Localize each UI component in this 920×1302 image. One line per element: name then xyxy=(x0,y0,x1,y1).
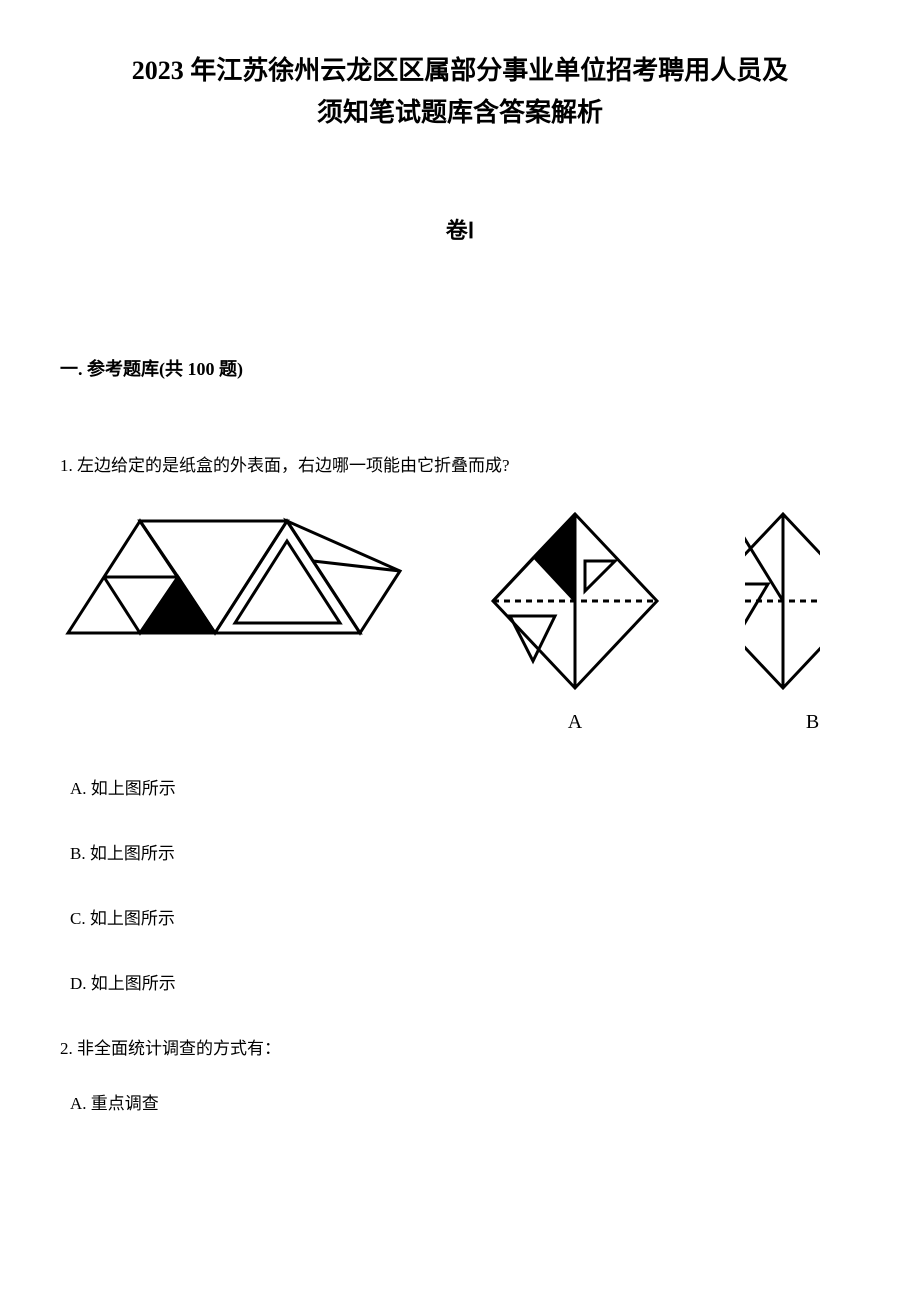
question-2-prompt: 非全面统计调查的方式有： xyxy=(77,1039,281,1058)
option-C-label: C. xyxy=(70,909,86,928)
figure-A-container: A xyxy=(485,506,665,734)
option-B: B. 如上图所示 xyxy=(60,839,860,864)
figure-B-container: B xyxy=(745,506,820,734)
title-line1: 2023 年江苏徐州云龙区区属部分事业单位招考聘用人员及 xyxy=(60,50,860,92)
question-2-text: 2. 非全面统计调查的方式有： xyxy=(60,1034,860,1059)
figure-net xyxy=(60,506,405,641)
option-B-label: B. xyxy=(70,844,86,863)
question-2-option-A-label: A. xyxy=(70,1094,87,1113)
question-1-figures: A B xyxy=(60,506,860,734)
figure-net-container xyxy=(60,506,405,641)
question-2: 2. 非全面统计调查的方式有： A. 重点调查 xyxy=(60,1034,860,1114)
option-D-text: 如上图所示 xyxy=(91,974,176,993)
figure-B xyxy=(745,506,820,696)
option-A: A. 如上图所示 xyxy=(60,774,860,799)
question-1-options: A. 如上图所示 B. 如上图所示 C. 如上图所示 D. 如上图所示 xyxy=(60,774,860,994)
option-C: C. 如上图所示 xyxy=(60,904,860,929)
section-header: 一. 参考题库(共 100 题) xyxy=(60,355,860,381)
question-2-option-A-text: 重点调查 xyxy=(91,1094,159,1113)
option-A-label: A. xyxy=(70,779,87,798)
option-A-text: 如上图所示 xyxy=(91,779,176,798)
question-2-option-A: A. 重点调查 xyxy=(60,1089,860,1114)
option-D-label: D. xyxy=(70,974,87,993)
question-1-prompt: 左边给定的是纸盒的外表面，右边哪一项能由它折叠而成? xyxy=(77,456,510,475)
option-C-text: 如上图所示 xyxy=(90,909,175,928)
figure-A xyxy=(485,506,665,696)
volume-label: 卷Ⅰ xyxy=(60,213,860,245)
figure-A-label: A xyxy=(568,711,582,734)
title-line2: 须知笔试题库含答案解析 xyxy=(60,92,860,134)
option-B-text: 如上图所示 xyxy=(90,844,175,863)
figure-B-label: B xyxy=(806,711,819,734)
question-2-number: 2. xyxy=(60,1039,73,1058)
option-D: D. 如上图所示 xyxy=(60,969,860,994)
question-1-text: 1. 左边给定的是纸盒的外表面，右边哪一项能由它折叠而成? xyxy=(60,451,860,476)
document-title: 2023 年江苏徐州云龙区区属部分事业单位招考聘用人员及 须知笔试题库含答案解析 xyxy=(60,50,860,133)
question-1: 1. 左边给定的是纸盒的外表面，右边哪一项能由它折叠而成? xyxy=(60,451,860,994)
question-1-number: 1. xyxy=(60,456,73,475)
